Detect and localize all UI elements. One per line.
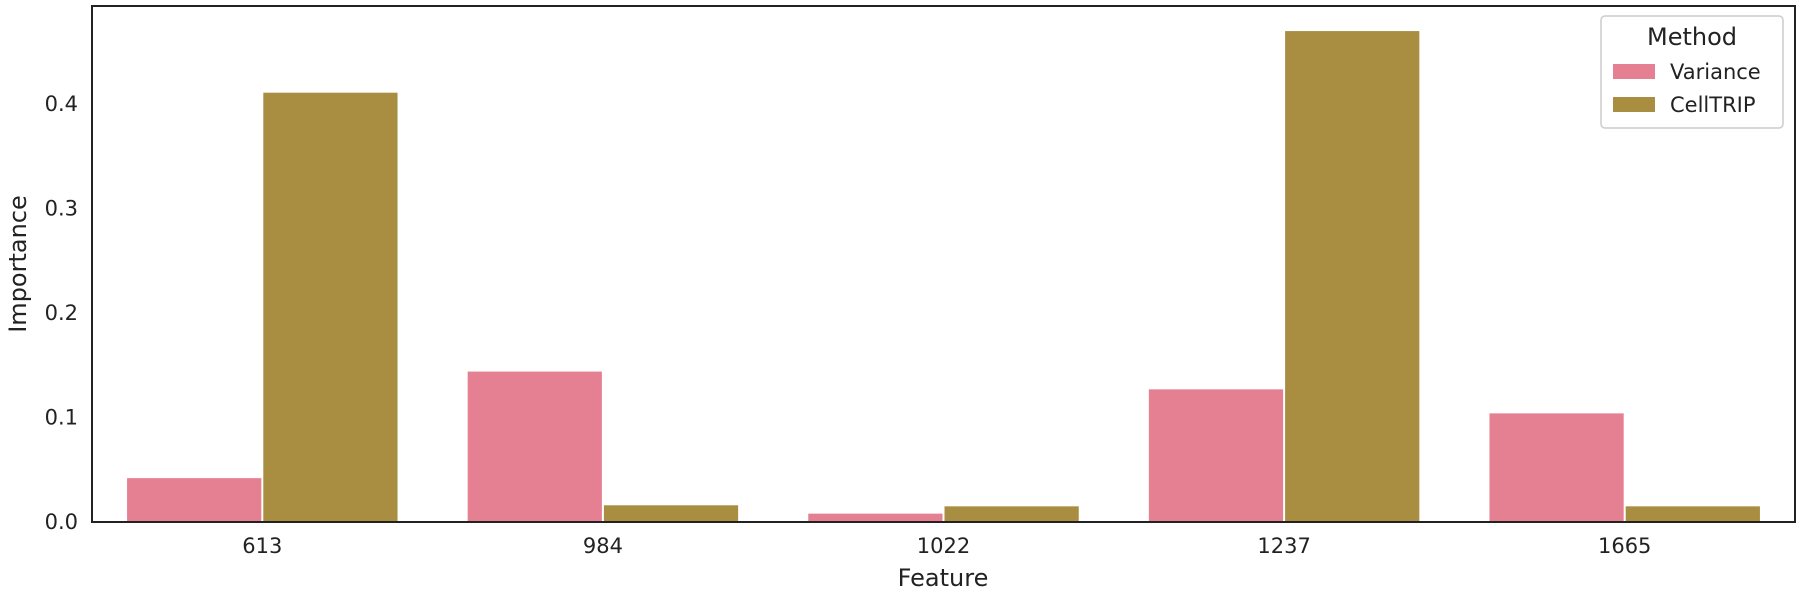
y-tick-label: 0.2 <box>45 301 78 325</box>
legend-title: Method <box>1647 23 1737 51</box>
bar-celltrip-613 <box>263 92 398 522</box>
x-tick-label: 1022 <box>917 534 970 558</box>
bar-variance-984 <box>467 371 602 522</box>
bar-celltrip-1665 <box>1625 506 1760 522</box>
legend-swatch-celltrip <box>1613 97 1655 112</box>
bar-variance-1665 <box>1489 413 1624 522</box>
bar-variance-613 <box>127 478 262 522</box>
x-tick-label: 613 <box>242 534 282 558</box>
bar-variance-1022 <box>808 513 943 522</box>
bar-variance-1237 <box>1148 389 1284 522</box>
legend-swatch-variance <box>1613 64 1655 79</box>
x-tick-label: 984 <box>583 534 623 558</box>
y-tick-label: 0.1 <box>45 406 78 430</box>
y-tick-label: 0.4 <box>45 92 78 116</box>
y-axis-label: Importance <box>4 195 32 333</box>
y-tick-labels: 0.0 0.1 0.2 0.3 0.4 <box>45 92 78 534</box>
y-tick-label: 0.3 <box>45 197 78 221</box>
legend-label-variance: Variance <box>1670 60 1761 84</box>
y-tick-label: 0.0 <box>45 510 78 534</box>
x-axis-label: Feature <box>898 564 989 592</box>
legend-label-celltrip: CellTRIP <box>1670 93 1756 117</box>
legend: Method Variance CellTRIP <box>1600 15 1784 129</box>
x-tick-labels: 613 984 1022 1237 1665 <box>242 534 1651 558</box>
x-tick-label: 1237 <box>1257 534 1310 558</box>
bar-celltrip-1022 <box>944 506 1079 522</box>
bars-layer <box>127 31 1760 522</box>
x-tick-label: 1665 <box>1598 534 1651 558</box>
bar-celltrip-984 <box>603 505 739 522</box>
plot-frame <box>91 5 1796 523</box>
bar-celltrip-1237 <box>1285 31 1420 522</box>
